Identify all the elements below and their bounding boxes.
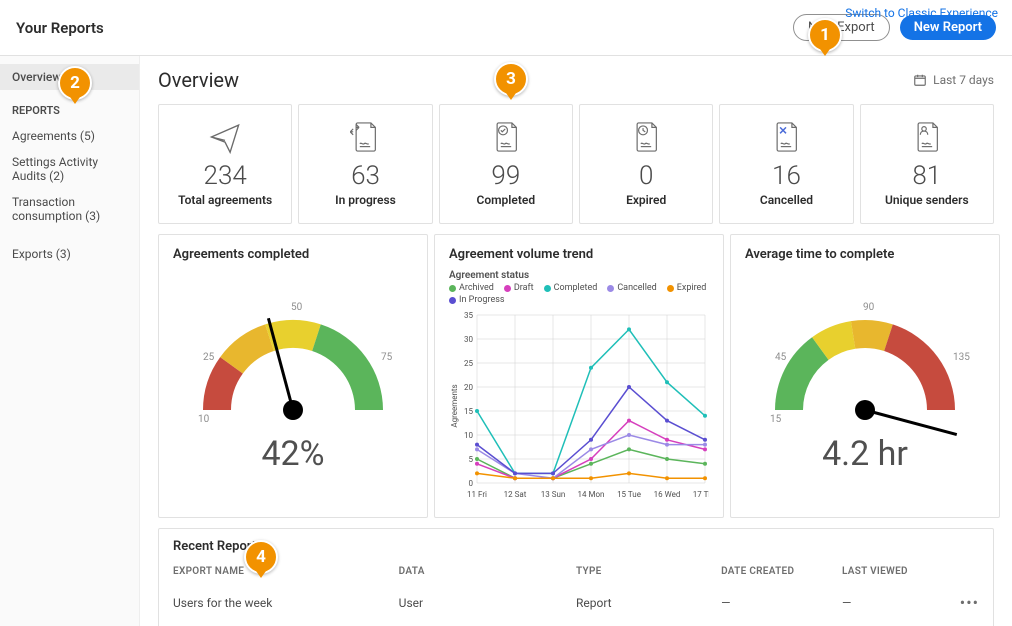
svg-text:13 Sun: 13 Sun xyxy=(541,490,566,499)
svg-text:15 Tue: 15 Tue xyxy=(617,490,641,499)
svg-text:15: 15 xyxy=(464,407,473,416)
sidebar-item-transaction[interactable]: Transaction consumption (3) xyxy=(0,189,139,229)
svg-text:12 Sat: 12 Sat xyxy=(504,490,527,499)
legend-item: Expired xyxy=(667,283,707,293)
svg-text:35: 35 xyxy=(464,311,473,320)
svg-text:25: 25 xyxy=(203,352,215,363)
svg-text:75: 75 xyxy=(381,352,393,363)
svg-text:45: 45 xyxy=(775,352,787,363)
stat-card-unique-senders[interactable]: 81 Unique senders xyxy=(860,104,994,224)
panel-recent-reports: Recent Reports EXPORT NAMEDATATYPEDATE C… xyxy=(158,528,994,626)
stat-card-expired[interactable]: 0 Expired xyxy=(579,104,713,224)
volume-trend-chart: 0 5 10 15 20 25 30 35 11 Fri 12 Sat 13 Sun 14 Mon 15… xyxy=(449,311,709,501)
stat-card-cancelled[interactable]: 16 Cancelled xyxy=(719,104,853,224)
content-title: Overview xyxy=(158,68,239,92)
cancelled-icon xyxy=(724,119,848,155)
svg-text:30: 30 xyxy=(464,335,473,344)
svg-text:50: 50 xyxy=(291,302,303,313)
sidebar-item-agreements[interactable]: Agreements (5) xyxy=(0,123,139,149)
annotation-callout: 3 xyxy=(494,62,528,96)
annotation-callout: 2 xyxy=(58,66,92,100)
recent-reports-table: EXPORT NAMEDATATYPEDATE CREATEDLAST VIEW… xyxy=(173,562,979,620)
page-title: Your Reports xyxy=(16,19,104,37)
svg-text:135: 135 xyxy=(953,352,970,363)
more-icon[interactable]: ••• xyxy=(960,593,979,612)
svg-text:17 Thu: 17 Thu xyxy=(693,490,709,499)
table-row[interactable]: Users for the weekUserReport——••• xyxy=(173,585,979,620)
panel-agreements-completed: Agreements completed 10255075 42% xyxy=(158,234,428,518)
legend-item: Completed xyxy=(544,283,598,293)
sender-icon xyxy=(865,119,989,155)
stat-card-in-progress[interactable]: 63 In progress xyxy=(298,104,432,224)
svg-text:11 Fri: 11 Fri xyxy=(467,490,487,499)
sidebar-item-audits[interactable]: Settings Activity Audits (2) xyxy=(0,149,139,189)
svg-text:16 Wed: 16 Wed xyxy=(654,490,681,499)
svg-text:14 Mon: 14 Mon xyxy=(578,490,605,499)
legend-item: In Progress xyxy=(449,295,505,305)
stat-card-completed[interactable]: 99 Completed xyxy=(439,104,573,224)
panel-volume-trend: Agreement volume trend Agreement status … xyxy=(434,234,724,518)
stat-card-total-agreements[interactable]: 234 Total agreements xyxy=(158,104,292,224)
svg-text:42%: 42% xyxy=(261,434,324,474)
content-area: Overview Last 7 days 234 Total agreement… xyxy=(140,56,1012,626)
svg-text:0: 0 xyxy=(469,479,474,488)
legend-item: Draft xyxy=(504,283,534,293)
calendar-icon xyxy=(913,73,927,87)
date-range-picker[interactable]: Last 7 days xyxy=(913,73,994,87)
legend-item: Archived xyxy=(449,283,494,293)
svg-text:4.2 hr: 4.2 hr xyxy=(822,434,908,474)
svg-text:10: 10 xyxy=(464,431,473,440)
annotation-callout: 4 xyxy=(244,540,278,574)
svg-text:15: 15 xyxy=(770,414,782,425)
svg-text:90: 90 xyxy=(863,302,875,313)
svg-text:Agreements: Agreements xyxy=(450,384,459,427)
send-icon xyxy=(163,119,287,155)
legend-item: Cancelled xyxy=(607,283,656,293)
svg-text:25: 25 xyxy=(464,359,473,368)
svg-text:20: 20 xyxy=(464,383,473,392)
progress-icon xyxy=(303,119,427,155)
expired-icon xyxy=(584,119,708,155)
panel-avg-time: Average time to complete 154590135 4.2 h… xyxy=(730,234,1000,518)
svg-text:5: 5 xyxy=(469,455,474,464)
completed-icon xyxy=(444,119,568,155)
annotation-callout: 1 xyxy=(808,18,842,52)
switch-classic-link[interactable]: Switch to Classic Experience xyxy=(845,6,998,20)
sidebar: Overview REPORTS Agreements (5) Settings… xyxy=(0,56,140,626)
svg-text:10: 10 xyxy=(198,414,210,425)
sidebar-item-exports[interactable]: Exports (3) xyxy=(0,229,139,267)
